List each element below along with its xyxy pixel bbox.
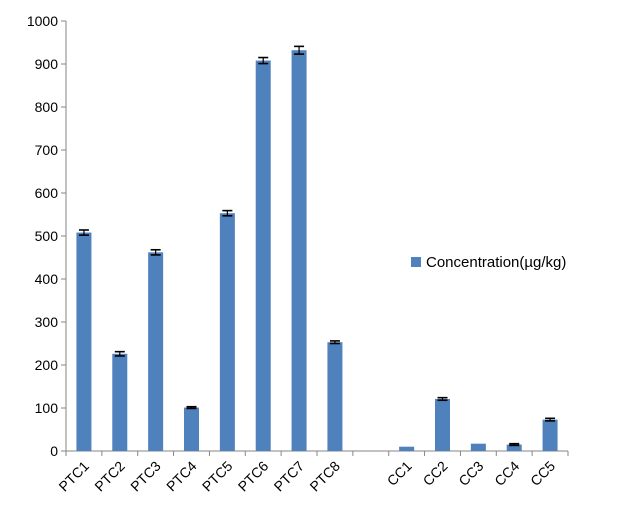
y-tick-label: 0 [50, 443, 58, 459]
bar-PTC5 [219, 213, 235, 451]
bar-CC4 [506, 444, 522, 451]
x-tick-label: PTC2 [91, 458, 128, 495]
x-tick-label: CC3 [455, 458, 486, 489]
error-bars [78, 45, 556, 447]
legend-swatch [411, 257, 421, 267]
x-axis: PTC1 PTC2 PTC3 PTC4 PTC5 PTC6 PTC7 PTC8 CC1 CC2 CC… [55, 450, 569, 495]
y-tick-label: 600 [35, 185, 59, 201]
x-tick-label: PTC5 [199, 458, 236, 495]
y-tick-label: 900 [35, 56, 59, 72]
bar-CC5 [542, 419, 558, 451]
x-tick-label: CC5 [527, 458, 558, 489]
y-tick-label: 400 [35, 271, 59, 287]
bar-CC3 [470, 443, 486, 451]
y-tick-label: 700 [35, 142, 59, 158]
bar-PTC7 [291, 50, 307, 452]
bar-CC2 [435, 398, 450, 451]
y-tick-label: 500 [35, 228, 59, 244]
x-tick-label: PTC1 [55, 458, 92, 495]
y-tick-label: 800 [35, 99, 59, 115]
x-tick-label: CC4 [491, 458, 522, 489]
bar-CC1 [399, 446, 415, 451]
bar-PTC1 [76, 232, 92, 451]
x-tick-label: PTC7 [271, 458, 308, 495]
x-tick-label: PTC3 [127, 458, 164, 495]
x-tick-label: CC2 [419, 458, 450, 489]
bar-PTC2 [112, 353, 128, 451]
bar-PTC8 [327, 342, 343, 451]
bar-PTC6 [255, 60, 271, 452]
x-tick-label: CC1 [384, 458, 415, 489]
bars [76, 50, 558, 452]
bar-PTC3 [148, 252, 164, 451]
x-tick-label: PTC4 [163, 458, 200, 495]
y-tick-label: 300 [35, 314, 59, 330]
legend: Concentration(µg/kg) [411, 254, 566, 271]
y-tick-label: 200 [35, 357, 59, 373]
x-tick-label: PTC8 [306, 458, 343, 495]
y-tick-label: 100 [35, 400, 59, 416]
legend-label: Concentration(µg/kg) [426, 254, 566, 271]
y-tick-label: 1000 [27, 13, 58, 29]
x-tick-label: PTC6 [235, 458, 272, 495]
y-axis: 0 100 200 300 400 500 600 700 800 900 1000 [27, 13, 67, 459]
bar-PTC4 [184, 407, 199, 451]
